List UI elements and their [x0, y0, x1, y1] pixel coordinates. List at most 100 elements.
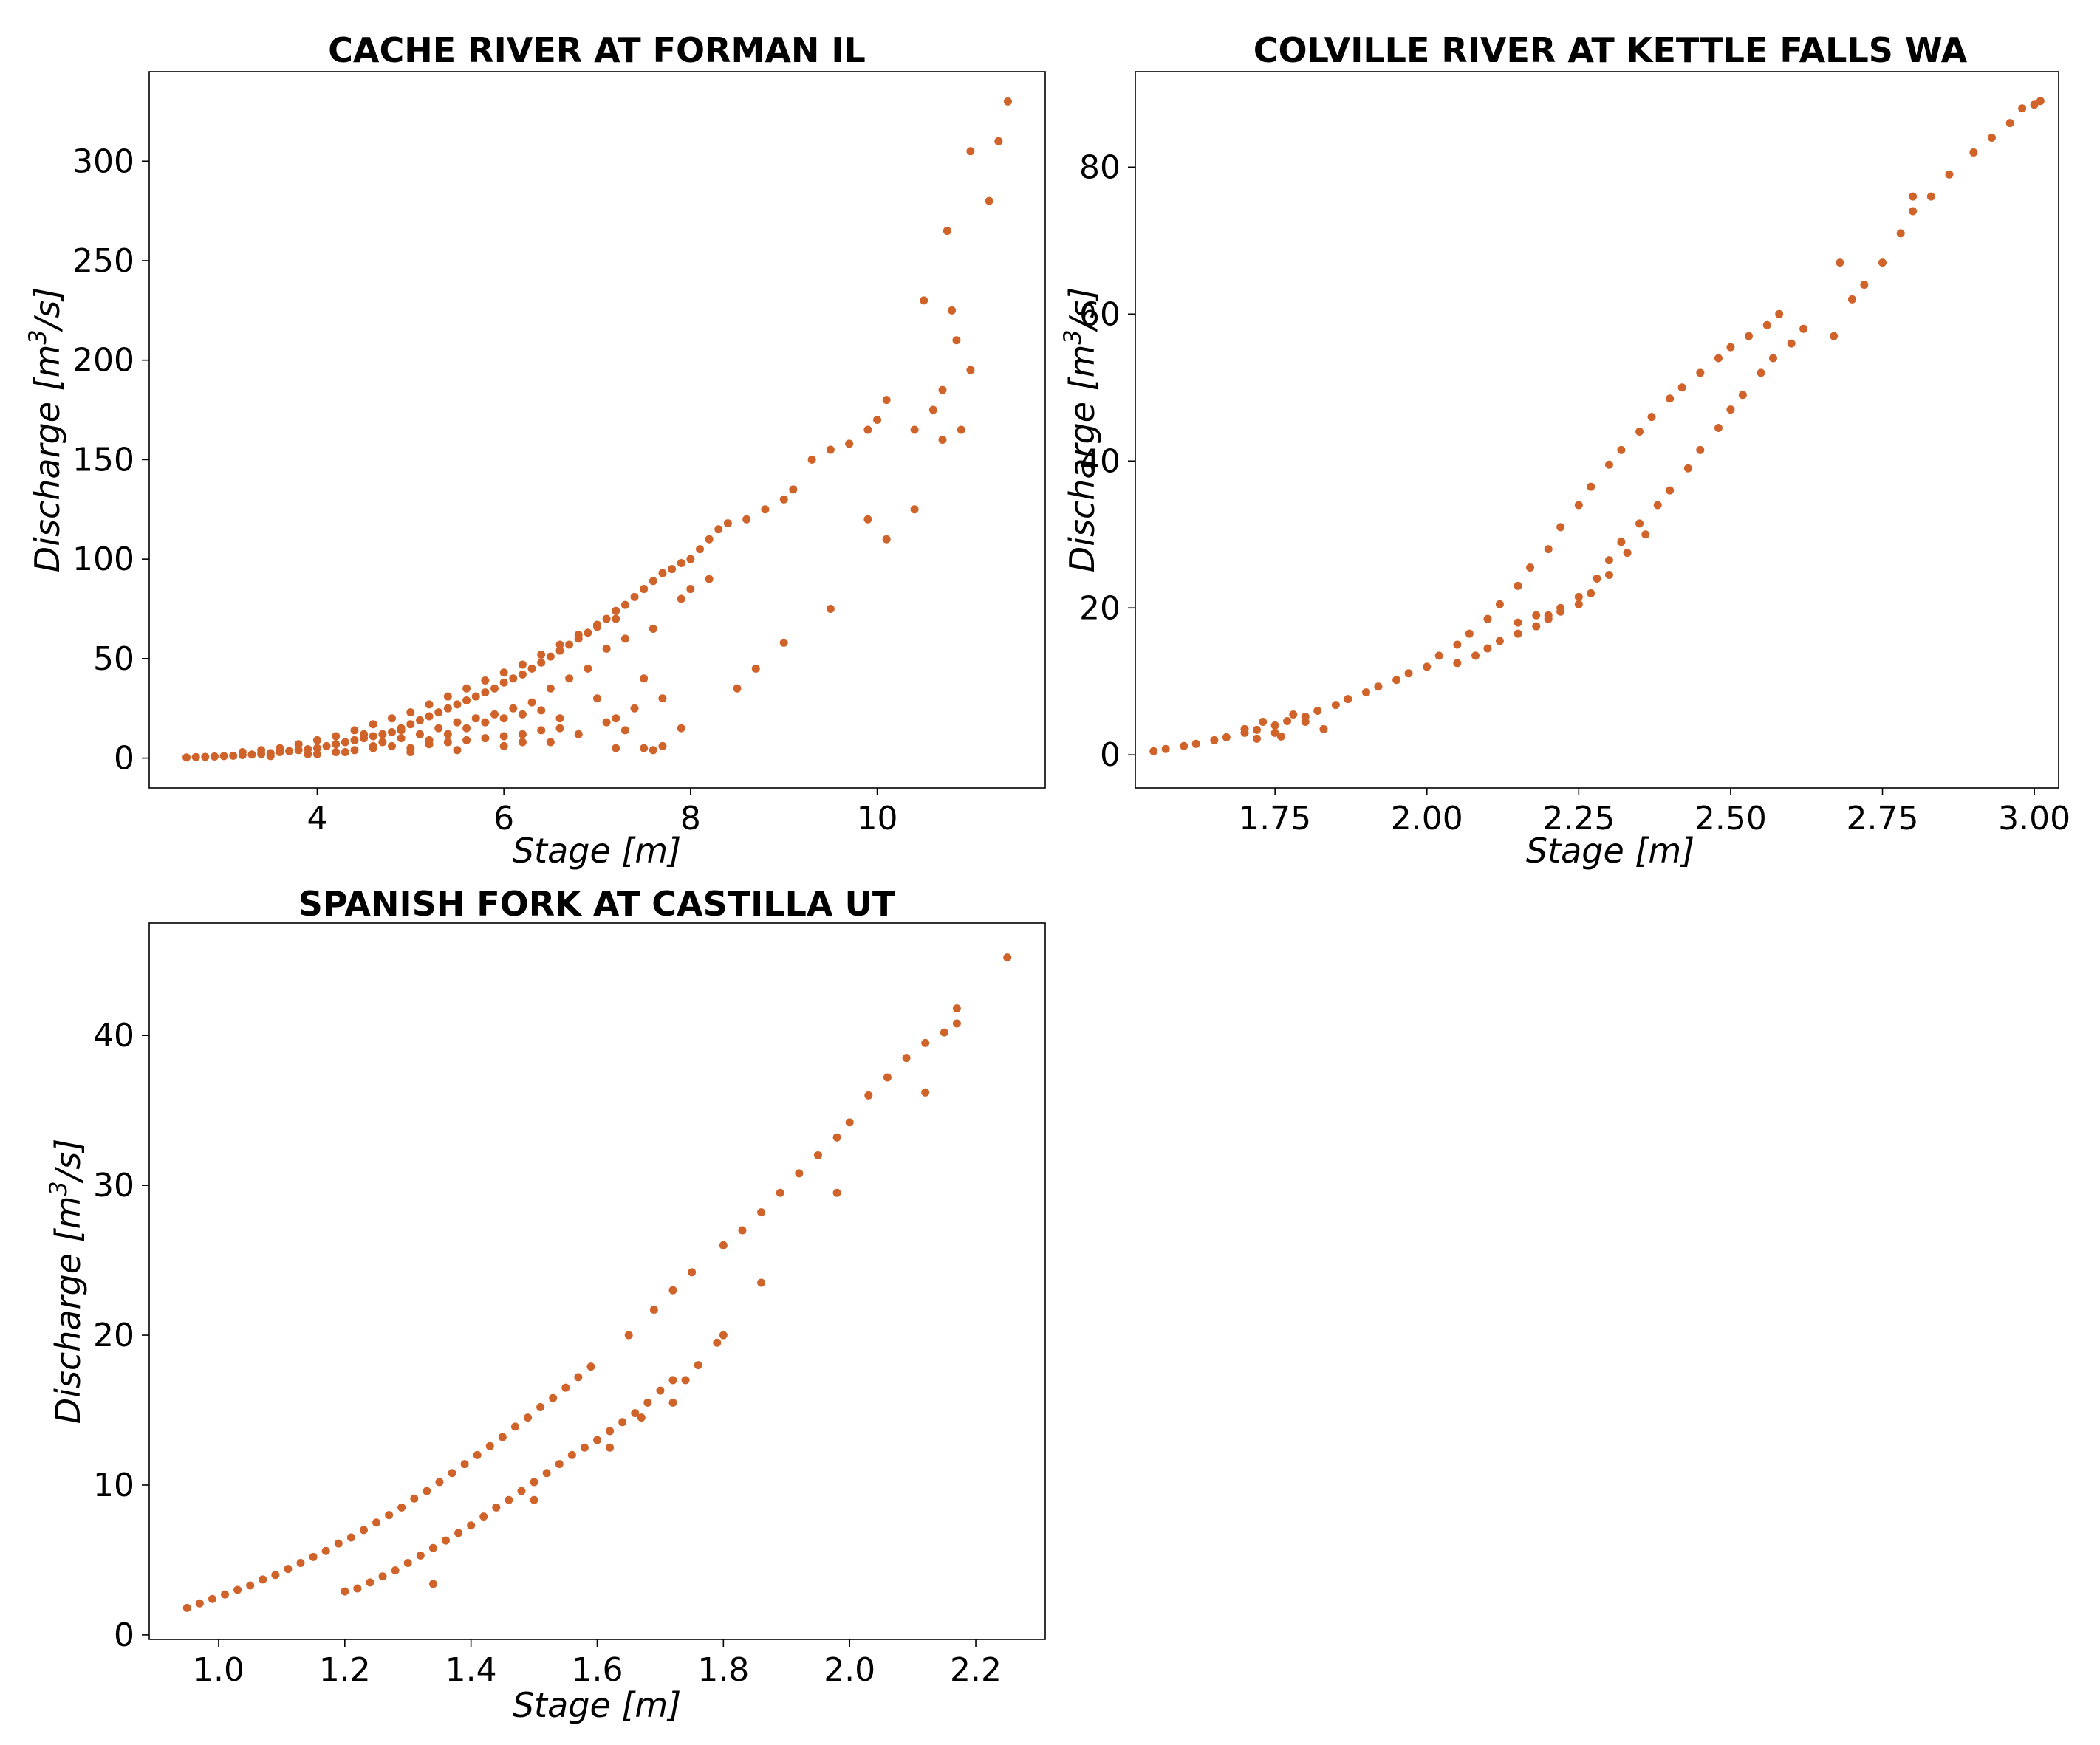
data-point [742, 515, 751, 524]
spanish-fork-plot-frame [148, 922, 1046, 1640]
data-point [182, 1603, 191, 1612]
x-tick-label: 1.75 [1239, 800, 1311, 837]
data-point [1483, 614, 1492, 623]
data-point [795, 1169, 804, 1178]
data-point [1556, 523, 1565, 532]
data-point [1423, 662, 1432, 671]
y-tick-label: 0 [1100, 736, 1121, 774]
data-point [518, 738, 527, 747]
data-point [499, 668, 508, 677]
data-point [285, 747, 294, 755]
data-point [1847, 295, 1856, 304]
data-point [1003, 953, 1012, 962]
data-point [1526, 563, 1535, 572]
data-point [453, 700, 462, 709]
colville-river-points [1149, 97, 2045, 755]
data-point [719, 1241, 728, 1249]
data-point [1574, 600, 1583, 608]
data-point [1836, 258, 1844, 267]
data-point [517, 1487, 526, 1495]
data-point [1465, 629, 1474, 638]
data-point [378, 738, 387, 747]
data-point [1696, 368, 1705, 377]
data-point [435, 1478, 444, 1487]
data-point [1374, 682, 1383, 691]
data-point [208, 1594, 216, 1603]
data-point [1762, 320, 1771, 329]
data-point [441, 1536, 450, 1545]
data-point [713, 1338, 722, 1347]
data-point [233, 1585, 242, 1594]
data-point [910, 425, 919, 434]
data-point [555, 724, 564, 733]
data-point [779, 638, 788, 647]
y-axis-unit-superscript: 3 [44, 1181, 72, 1196]
data-point [624, 1331, 633, 1340]
data-point [602, 614, 611, 623]
y-tick-label: 20 [1079, 589, 1121, 627]
data-point [863, 515, 872, 524]
data-point [518, 660, 527, 669]
y-axis-unit: m [27, 345, 67, 378]
y-axis-unit-superscript: 3 [24, 329, 52, 344]
data-point [509, 704, 518, 713]
data-point [1860, 281, 1869, 289]
data-point [443, 730, 452, 738]
data-point [1666, 486, 1675, 495]
data-point [1909, 192, 1918, 201]
cache-river-y-axis-label: Discharge [m3/s] [24, 287, 67, 572]
data-point [631, 1409, 640, 1418]
y-tick-label: 20 [93, 1317, 134, 1354]
data-point [1392, 676, 1401, 685]
data-point [415, 730, 424, 738]
data-point [481, 734, 490, 743]
data-point [462, 684, 471, 693]
data-point [994, 137, 1003, 145]
data-point [1653, 501, 1662, 510]
data-point [826, 605, 835, 613]
colville-river-plot-frame [1135, 71, 2059, 789]
data-point [1149, 747, 1158, 755]
cache-river-x-axis-label: Stage [m] [513, 831, 681, 871]
data-point [940, 1028, 948, 1037]
x-tick-label: 2.0 [824, 1651, 875, 1689]
data-point [1434, 651, 1443, 660]
spanish-fork-panel: SPANISH FORK AT CASTILLA UT 1.0 1.2 1.4 1.6… [44, 884, 1046, 1725]
data-point [695, 545, 704, 554]
data-point [312, 736, 321, 744]
data-point [1270, 721, 1279, 730]
y-axis-unit: m [48, 1196, 88, 1230]
data-point [537, 726, 546, 735]
data-point [443, 704, 452, 713]
data-point [537, 658, 546, 667]
data-point [584, 664, 592, 673]
data-point [612, 614, 620, 623]
data-point [1775, 309, 1784, 318]
data-point [322, 741, 331, 750]
data-point [723, 519, 732, 528]
data-point [341, 748, 349, 756]
data-point [1878, 258, 1887, 267]
data-point [985, 196, 993, 205]
data-point [643, 1398, 652, 1407]
y-tick-label: 80 [1079, 148, 1121, 186]
data-point [1799, 324, 1808, 333]
x-tick-label: 1.8 [697, 1651, 749, 1689]
data-point [499, 678, 508, 687]
data-point [1319, 724, 1328, 733]
x-tick-label: 3.00 [1998, 800, 2070, 837]
data-point [266, 752, 275, 761]
data-point [686, 555, 695, 563]
data-point [296, 1559, 305, 1568]
data-point [928, 405, 937, 414]
data-point [481, 718, 490, 727]
data-point [332, 732, 341, 741]
data-point [360, 730, 369, 738]
data-point [1909, 207, 1918, 216]
data-point [921, 1038, 930, 1047]
data-point [920, 296, 928, 305]
cache-river-points [182, 97, 1012, 762]
data-point [688, 1268, 697, 1277]
data-point [195, 1599, 204, 1608]
data-point [406, 748, 415, 756]
